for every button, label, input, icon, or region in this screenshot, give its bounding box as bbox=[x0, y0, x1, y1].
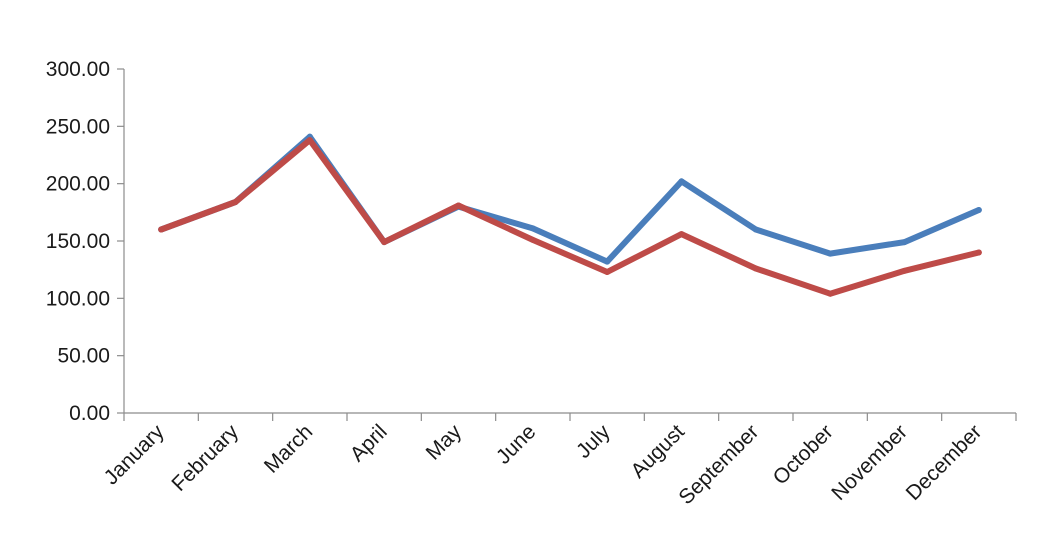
series-1-point bbox=[975, 207, 982, 214]
series-2-point bbox=[306, 137, 313, 144]
y-tick-label: 200.00 bbox=[46, 173, 110, 196]
series-2-point bbox=[975, 249, 982, 256]
x-tick-label: February bbox=[167, 420, 243, 496]
x-tick-label: July bbox=[572, 420, 615, 463]
series-1-point bbox=[529, 225, 536, 232]
series-line-2 bbox=[158, 137, 982, 297]
x-tick-label: December bbox=[902, 420, 987, 505]
series-1-point bbox=[752, 226, 759, 233]
x-tick-label: August bbox=[627, 420, 690, 483]
series-2-point bbox=[455, 202, 462, 209]
y-tick-label: 50.00 bbox=[57, 345, 110, 368]
series-line-1 bbox=[158, 133, 982, 265]
x-tick-label: March bbox=[260, 420, 318, 478]
y-tick-label: 150.00 bbox=[46, 230, 110, 253]
series-2-point bbox=[158, 226, 165, 233]
y-tick-label: 250.00 bbox=[46, 115, 110, 138]
series-1-point bbox=[827, 250, 834, 257]
series-1-point bbox=[678, 178, 685, 185]
x-tick-label: January bbox=[100, 420, 169, 489]
series-2-point bbox=[529, 236, 536, 243]
series-2-point bbox=[604, 268, 611, 275]
series-2-point bbox=[678, 231, 685, 238]
series-2-point bbox=[232, 199, 239, 206]
x-tick-label: September bbox=[674, 420, 763, 509]
y-axis-ticks: 0.00 50.00 100.00 150.00 200.00 250.00 300.00 bbox=[46, 58, 124, 425]
x-tick-label: May bbox=[422, 420, 467, 465]
x-tick-label: October bbox=[769, 420, 838, 489]
y-tick-label: 100.00 bbox=[46, 287, 110, 310]
x-tick-label: November bbox=[827, 420, 912, 505]
series-2-point bbox=[901, 267, 908, 274]
x-tick-label: April bbox=[346, 420, 392, 466]
series-2-point bbox=[827, 290, 834, 297]
series-1-point bbox=[604, 258, 611, 265]
series-group bbox=[158, 133, 982, 297]
series-1-point bbox=[901, 239, 908, 246]
x-tick-label: June bbox=[492, 420, 540, 468]
series-2-point bbox=[381, 239, 388, 246]
y-tick-label: 300.00 bbox=[46, 58, 110, 81]
series-2-point bbox=[752, 265, 759, 272]
y-tick-label: 0.00 bbox=[69, 402, 110, 425]
